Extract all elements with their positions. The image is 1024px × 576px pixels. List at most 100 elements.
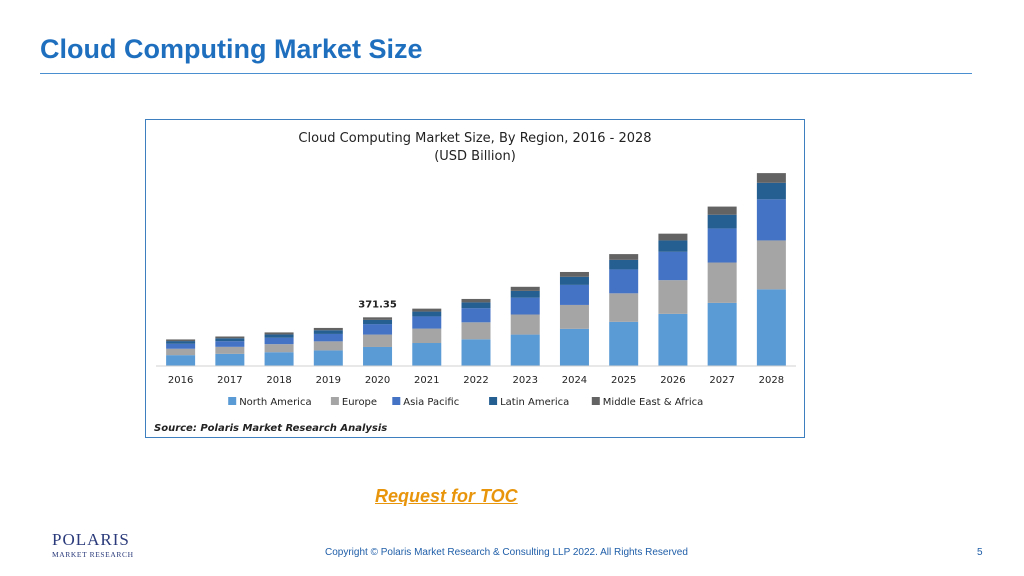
legend-label-middle-east-africa: Middle East & Africa [603, 397, 703, 408]
x-tick-label-2028: 2028 [759, 375, 784, 386]
bar-middle-east-africa-2016 [166, 339, 196, 342]
bar-middle-east-africa-2020 [363, 317, 393, 320]
x-tick-label-2021: 2021 [414, 375, 439, 386]
legend-swatch-europe [330, 397, 339, 405]
bar-north-america-2022 [461, 339, 491, 366]
bar-middle-east-africa-2028 [756, 173, 786, 183]
bar-asia-pacific-2021 [412, 316, 442, 329]
bar-europe-2018 [264, 344, 294, 353]
legend-label-europe: Europe [342, 397, 377, 408]
bar-north-america-2020 [363, 346, 393, 366]
legend-label-north-america: North America [239, 397, 311, 408]
bar-asia-pacific-2016 [166, 343, 196, 349]
x-tick-label-2017: 2017 [217, 375, 242, 386]
bar-middle-east-africa-2026 [658, 233, 688, 241]
legend-label-asia-pacific: Asia Pacific [403, 397, 459, 408]
legend-label-latin-america: Latin America [500, 397, 569, 408]
bar-asia-pacific-2018 [264, 337, 294, 345]
bar-north-america-2021 [412, 343, 442, 366]
bar-north-america-2028 [756, 289, 786, 366]
data-label-2020: 371.35 [358, 299, 397, 310]
legend-swatch-asia-pacific [392, 397, 401, 405]
bar-middle-east-africa-2019 [313, 327, 343, 331]
bar-middle-east-africa-2018 [264, 332, 294, 335]
bar-asia-pacific-2025 [609, 269, 639, 294]
bar-middle-east-africa-2027 [707, 206, 737, 215]
copyright-text: Copyright © Polaris Market Research & Co… [325, 547, 688, 558]
bar-asia-pacific-2028 [756, 199, 786, 241]
title-divider [40, 73, 972, 74]
x-tick-label-2016: 2016 [168, 375, 193, 386]
bar-asia-pacific-2020 [363, 324, 393, 335]
legend: North America Europe Asia Pacific Latin Ame… [228, 397, 703, 408]
annotations: 371.35 [358, 299, 397, 310]
bar-north-america-2023 [510, 334, 540, 366]
bar-middle-east-africa-2024 [559, 271, 589, 277]
bar-asia-pacific-2022 [461, 308, 491, 323]
bar-latin-america-2025 [609, 259, 639, 270]
bar-latin-america-2024 [559, 276, 589, 285]
bar-asia-pacific-2024 [559, 284, 589, 305]
bar-europe-2021 [412, 328, 442, 343]
logo-brand: POLARIS [52, 530, 130, 549]
bar-europe-2026 [658, 280, 688, 314]
bar-europe-2022 [461, 322, 491, 340]
legend-swatch-middle-east-africa [591, 397, 600, 405]
bar-north-america-2019 [313, 350, 343, 366]
bar-middle-east-africa-2022 [461, 298, 491, 303]
bar-latin-america-2018 [264, 334, 294, 338]
bar-north-america-2018 [264, 352, 294, 366]
x-tick-label-2020: 2020 [365, 375, 390, 386]
bar-latin-america-2027 [707, 214, 737, 229]
chart-source-note: Source: Polaris Market Research Analysis [154, 423, 388, 434]
bar-europe-2025 [609, 293, 639, 322]
chart-title: Cloud Computing Market Size, By Region, … [298, 131, 651, 146]
bar-europe-2019 [313, 341, 343, 351]
x-tick-label-2018: 2018 [266, 375, 291, 386]
bar-latin-america-2021 [412, 311, 442, 317]
x-tick-label-2027: 2027 [709, 375, 734, 386]
x-tick-label-2025: 2025 [611, 375, 636, 386]
bar-north-america-2026 [658, 313, 688, 366]
request-toc-link[interactable]: Request for TOC [375, 486, 518, 506]
bar-europe-2024 [559, 304, 589, 329]
logo-subtitle: MARKET RESEARCH [52, 550, 134, 559]
bar-latin-america-2023 [510, 290, 540, 298]
bar-latin-america-2019 [313, 330, 343, 334]
x-tick-label-2024: 2024 [562, 375, 587, 386]
bar-europe-2027 [707, 262, 737, 303]
chart-subtitle: (USD Billion) [434, 149, 516, 164]
bar-latin-america-2016 [166, 341, 196, 344]
x-tick-label-2023: 2023 [513, 375, 538, 386]
bar-north-america-2016 [166, 355, 196, 366]
bar-latin-america-2028 [756, 182, 786, 200]
x-axis: 2016 2017 2018 2019 2020 2021 2022 2023 2024 2025… [156, 365, 796, 386]
bar-asia-pacific-2027 [707, 228, 737, 263]
x-tick-label-2026: 2026 [660, 375, 685, 386]
bar-asia-pacific-2017 [215, 341, 245, 347]
bar-europe-2017 [215, 346, 245, 354]
slide-title: Cloud Computing Market Size [40, 34, 423, 64]
x-tick-label-2019: 2019 [316, 375, 341, 386]
bar-latin-america-2026 [658, 240, 688, 252]
bars-layer [166, 173, 786, 366]
bar-latin-america-2017 [215, 338, 245, 342]
bar-latin-america-2022 [461, 302, 491, 309]
polaris-logo: POLARIS MARKET RESEARCH [52, 530, 133, 562]
bar-europe-2023 [510, 314, 540, 335]
bar-asia-pacific-2026 [658, 251, 688, 281]
x-tick-label-2022: 2022 [463, 375, 488, 386]
legend-swatch-latin-america [489, 397, 498, 405]
bar-north-america-2017 [215, 353, 245, 366]
stacked-bar-chart: Cloud Computing Market Size, By Region, … [156, 131, 796, 408]
bar-europe-2020 [363, 334, 393, 347]
bar-middle-east-africa-2025 [609, 254, 639, 260]
bar-north-america-2025 [609, 321, 639, 366]
page-number: 5 [977, 547, 983, 558]
bar-north-america-2024 [559, 328, 589, 366]
bar-asia-pacific-2019 [313, 333, 343, 342]
bar-asia-pacific-2023 [510, 297, 540, 315]
bar-europe-2028 [756, 240, 786, 290]
legend-swatch-north-america [228, 397, 237, 405]
bar-latin-america-2020 [363, 319, 393, 325]
